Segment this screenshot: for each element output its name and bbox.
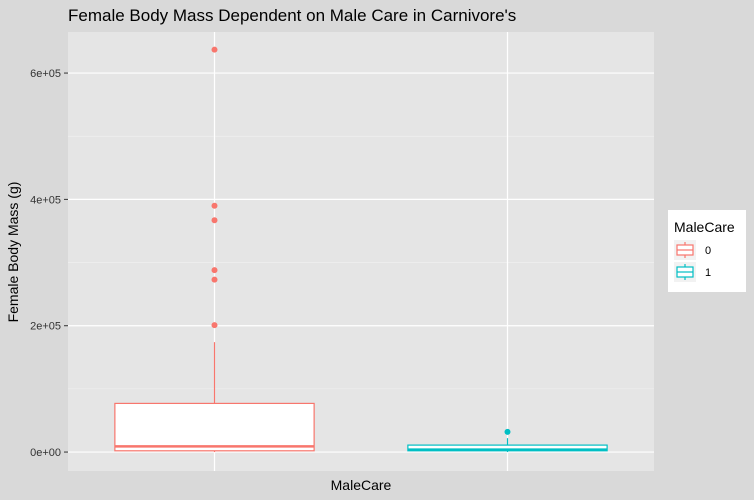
- box-group-0: [114, 46, 315, 453]
- outlier-point: [211, 267, 218, 274]
- legend: MaleCare 01: [668, 210, 746, 292]
- outlier-point: [211, 217, 218, 224]
- outlier-point: [211, 276, 218, 283]
- legend-title: MaleCare: [674, 219, 735, 235]
- chart-title: Female Body Mass Dependent on Male Care …: [68, 6, 516, 25]
- y-tick-label: 6e+05: [30, 68, 61, 80]
- outlier-point: [211, 46, 218, 53]
- boxes: [114, 46, 608, 453]
- plot-panel: [68, 32, 654, 471]
- outlier-point: [211, 322, 218, 329]
- y-tick-label: 0e+00: [30, 447, 61, 459]
- legend-label: 0: [705, 245, 711, 257]
- y-axis-ticks: 0e+00 2e+05 4e+05 6e+05: [30, 68, 68, 459]
- legend-item-0: 0: [674, 240, 711, 260]
- legend-items: 01: [674, 240, 711, 282]
- outlier-point: [504, 428, 511, 435]
- y-axis-title: Female Body Mass (g): [5, 182, 21, 323]
- outlier-point: [211, 202, 218, 209]
- legend-item-1: 1: [674, 262, 711, 282]
- y-tick-label: 2e+05: [30, 321, 61, 333]
- box: [114, 402, 315, 452]
- y-tick-label: 4e+05: [30, 194, 61, 206]
- legend-label: 1: [705, 267, 711, 279]
- box: [407, 444, 608, 452]
- x-axis-title: MaleCare: [331, 477, 392, 493]
- box-group-1: [407, 428, 608, 453]
